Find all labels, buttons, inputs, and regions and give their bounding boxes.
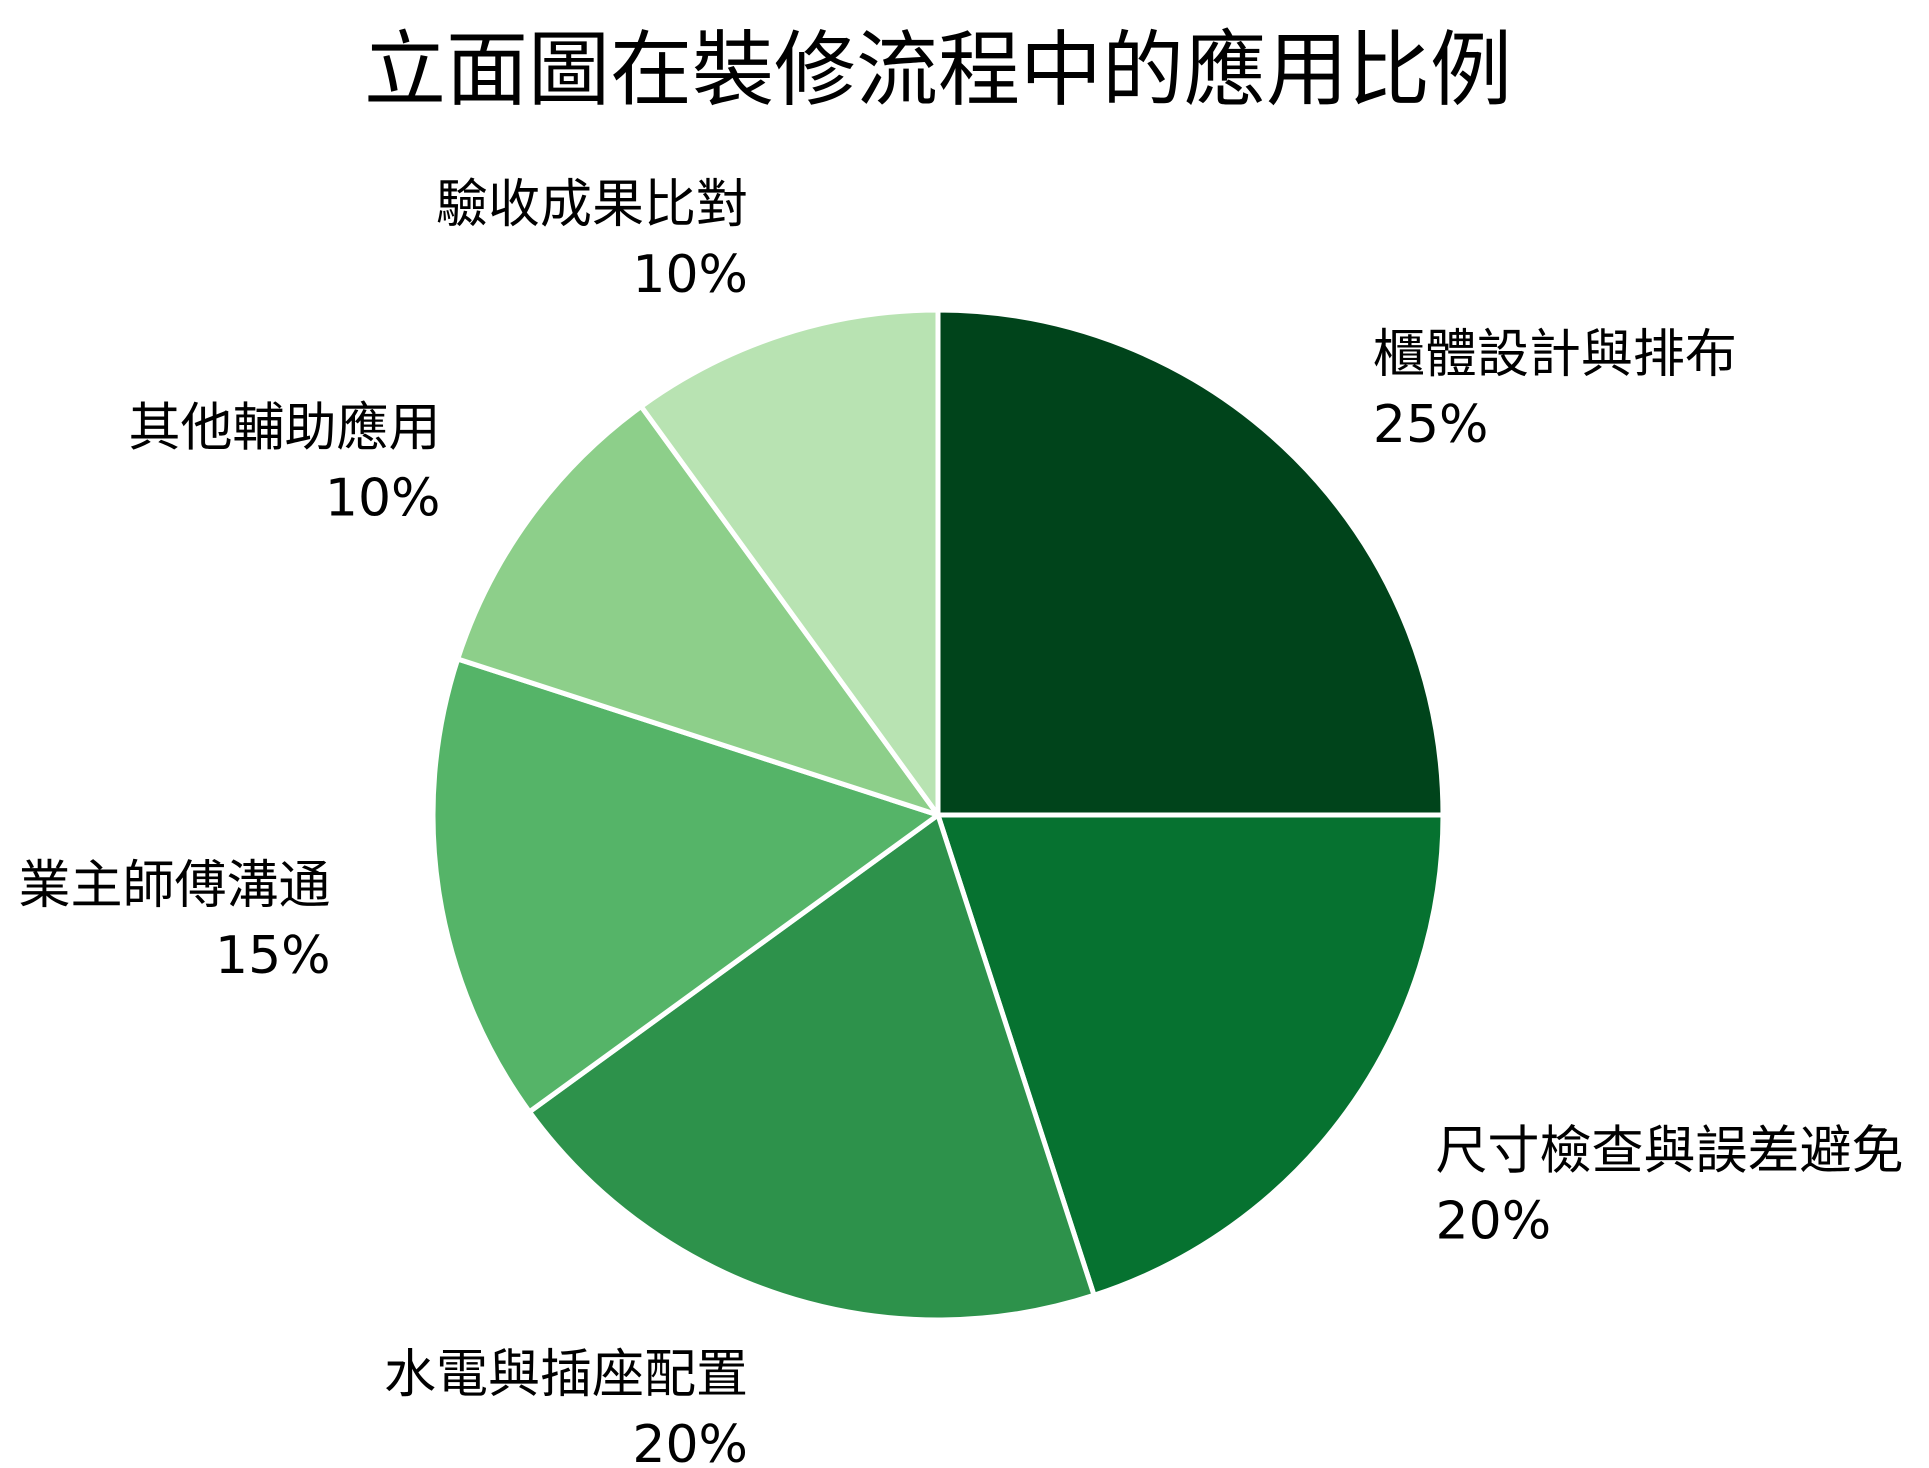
slice-label-5: 驗收成果比對 <box>436 175 748 235</box>
slice-label-1: 尺寸檢查與誤差避免 <box>1436 1121 1904 1181</box>
pie-slice-0 <box>935 307 1446 818</box>
slice-value-label-0: 25% <box>1373 395 1489 455</box>
pie-labels: 櫃體設計與排布 25% 尺寸檢查與誤差避免 20% 水電與插座配置 20% 業主師傅溝通 15… <box>19 175 1904 1468</box>
slice-value-label-2: 20% <box>632 1415 748 1468</box>
slice-value-label-5: 10% <box>632 245 748 305</box>
slice-value-label-4: 10% <box>325 469 441 529</box>
pie-slice-4 <box>455 403 941 818</box>
pie-slice-1 <box>935 812 1446 1298</box>
slice-value-label-3: 15% <box>215 926 331 986</box>
pie-slice-3 <box>430 656 941 1115</box>
slice-label-4: 其他輔助應用 <box>128 399 440 459</box>
pie-slice-2 <box>526 812 1097 1323</box>
slice-label-2: 水電與插座配置 <box>384 1345 748 1405</box>
slice-label-3: 業主師傅溝通 <box>19 856 331 916</box>
pie-slices <box>430 307 1446 1323</box>
slice-label-0: 櫃體設計與排布 <box>1373 325 1737 385</box>
pie-slice-5 <box>638 307 941 818</box>
chart-title: 立面圖在裝修流程中的應用比例 <box>364 23 1512 118</box>
slice-value-label-1: 20% <box>1436 1191 1552 1251</box>
